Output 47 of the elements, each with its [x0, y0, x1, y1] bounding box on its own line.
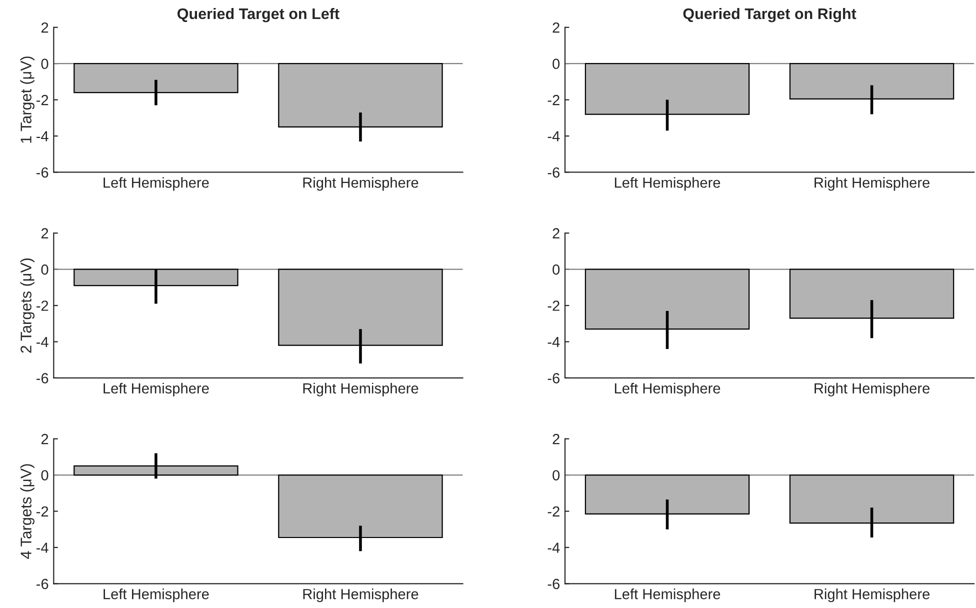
y-tick-label: -4 — [36, 131, 48, 142]
y-tick-label: 0 — [41, 470, 48, 480]
chart-title: Queried Target on Left — [177, 8, 340, 22]
y-tick-label: -6 — [36, 578, 48, 590]
y-tick-label: 0 — [41, 264, 48, 275]
y-tick-label: 2 — [41, 228, 48, 238]
y-tick-label: 0 — [552, 58, 560, 70]
x-tick-label: Left Hemisphere — [104, 382, 209, 396]
y-tick-label: -2 — [548, 506, 560, 517]
y-tick-label: 2 — [41, 434, 48, 444]
x-tick-label: Right Hemisphere — [814, 177, 930, 191]
x-tick-label: Left Hemisphere — [104, 588, 209, 602]
x-tick-label: Right Hemisphere — [303, 177, 418, 191]
y-tick-label: -6 — [36, 373, 48, 384]
y-tick-label: 2 — [552, 22, 560, 33]
y-tick-label: -6 — [548, 373, 560, 384]
y-tick-label: -4 — [36, 542, 48, 553]
chart-title: Queried Target on Right — [683, 8, 856, 22]
y-axis-title: 2 Targets (μV) — [20, 258, 34, 353]
y-tick-label: 0 — [552, 264, 560, 275]
x-tick-label: Left Hemisphere — [614, 588, 720, 602]
x-tick-label: Left Hemisphere — [614, 177, 720, 191]
y-tick-label: 2 — [41, 22, 48, 33]
y-axis-title: 4 Targets (μV) — [20, 464, 34, 559]
x-tick-label: Right Hemisphere — [303, 588, 418, 602]
y-tick-label: -2 — [36, 94, 48, 106]
y-tick-label: 2 — [552, 434, 560, 444]
y-tick-label: -4 — [548, 336, 560, 348]
y-axis-title: 1 Target (μV) — [20, 56, 34, 143]
y-tick-label: -2 — [548, 94, 560, 106]
x-tick-label: Left Hemisphere — [104, 177, 209, 191]
x-tick-label: Left Hemisphere — [614, 382, 720, 396]
y-tick-label: -6 — [36, 167, 48, 178]
y-tick-label: -6 — [548, 167, 560, 178]
y-tick-label: -2 — [36, 506, 48, 517]
y-tick-label: -6 — [548, 578, 560, 590]
y-tick-label: 0 — [41, 58, 48, 70]
y-tick-label: -2 — [36, 300, 48, 311]
y-tick-label: -4 — [548, 131, 560, 142]
y-tick-label: -2 — [548, 300, 560, 311]
x-tick-label: Right Hemisphere — [814, 382, 930, 396]
x-tick-label: Right Hemisphere — [303, 382, 418, 396]
y-tick-label: 2 — [552, 228, 560, 238]
y-tick-label: -4 — [548, 542, 560, 553]
x-tick-label: Right Hemisphere — [814, 588, 930, 602]
y-tick-label: 0 — [552, 470, 560, 480]
y-tick-label: -4 — [36, 336, 48, 348]
